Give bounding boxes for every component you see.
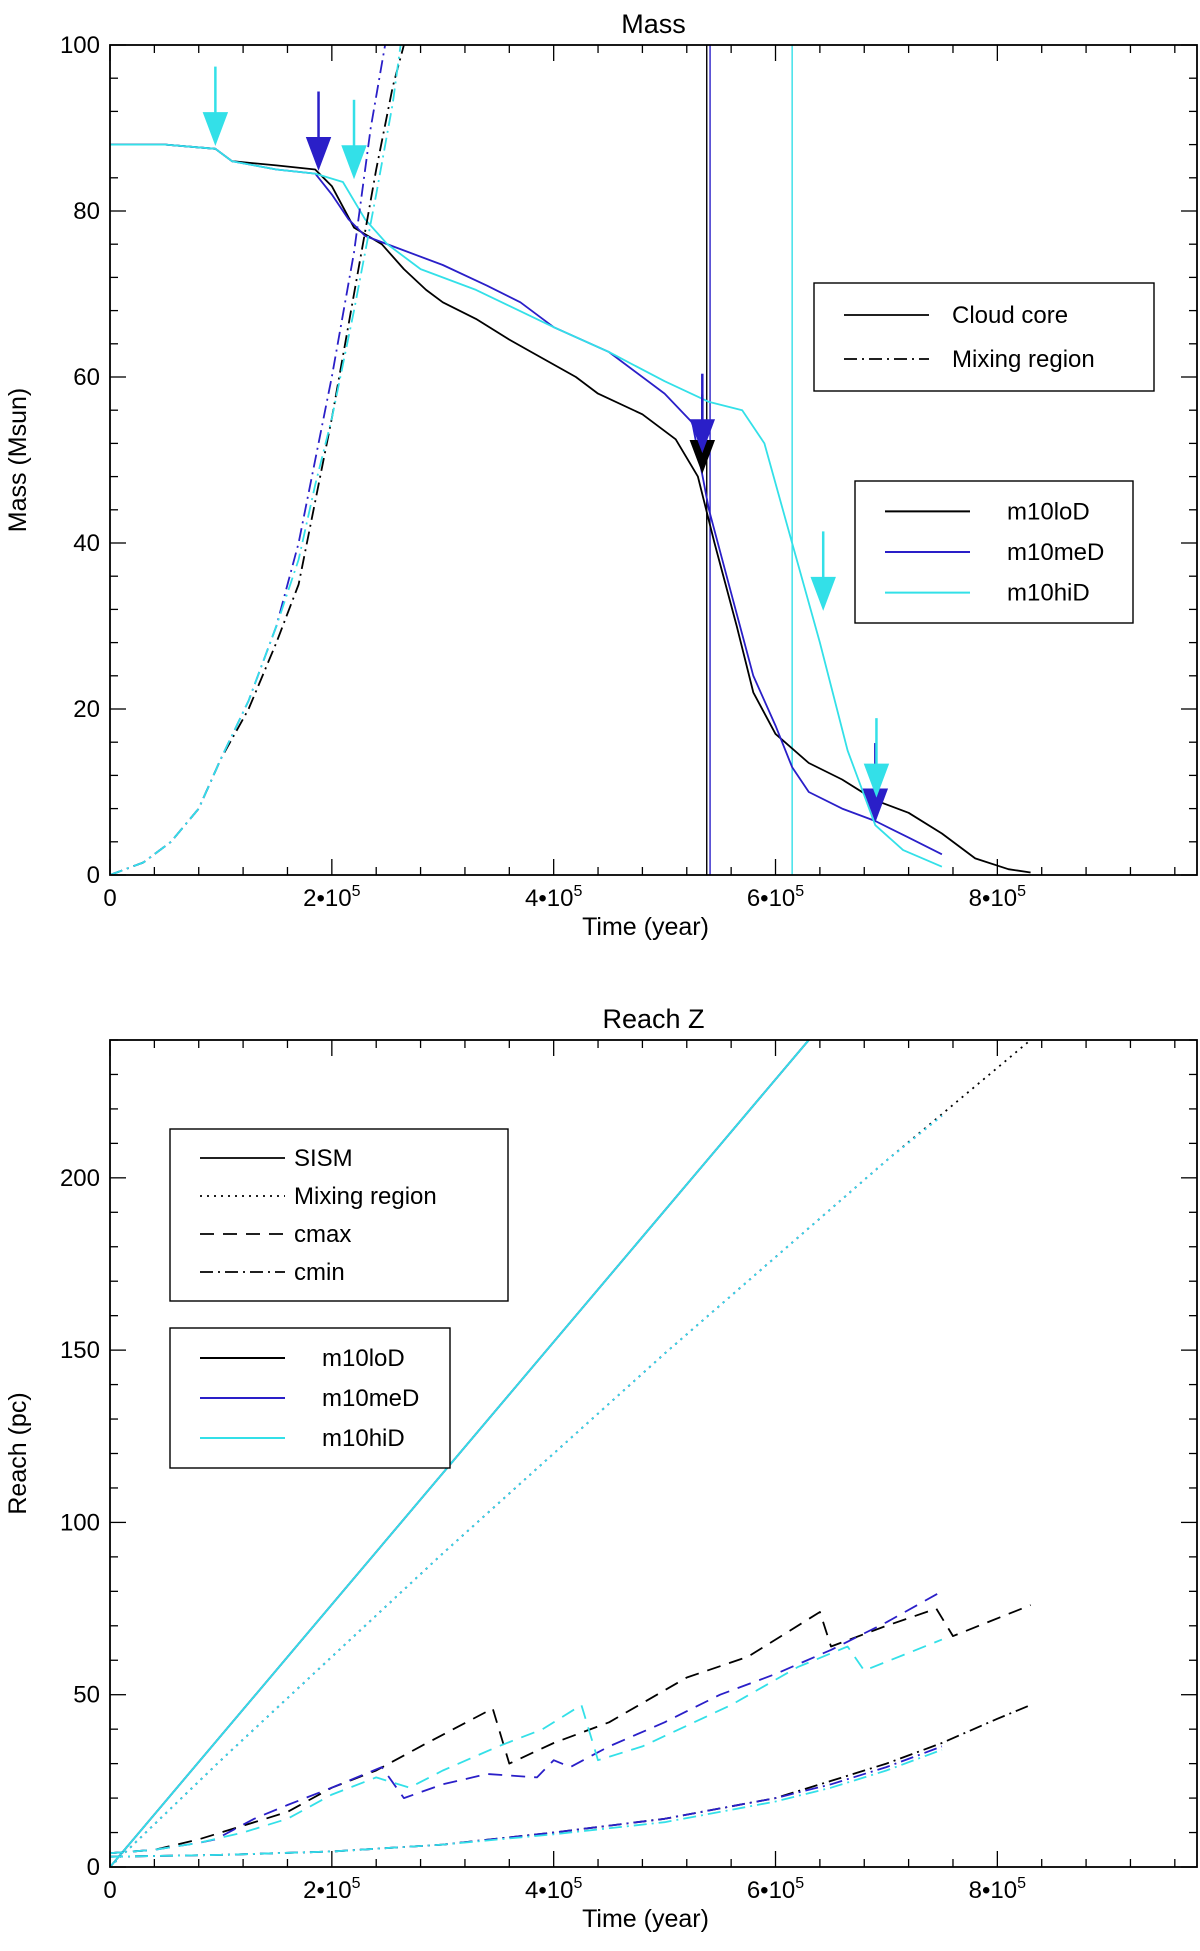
y-tick-label: 150 [60,1337,100,1364]
x-tick-label: 4•105 [525,1875,582,1904]
y-tick-label: 200 [60,1165,100,1192]
series-line-m10hiD-cloud-core [110,143,943,868]
reach-plot-frame [109,1039,1198,1868]
legend-label: SISM [294,1145,353,1172]
arrow-head [341,145,367,180]
event-arrow-icon [810,531,836,611]
reach-model-legend: m10loD m10meD m10hiD [169,1327,451,1469]
y-axis-label: Reach (pc) [4,1392,32,1514]
legend-label: Mixing region [952,346,1095,373]
reach-style-legend: SISM Mixing region cmax cmin [169,1128,509,1302]
legend-label: cmin [294,1259,345,1286]
x-tick-label: 6•105 [747,883,804,912]
arrow-head [689,419,716,454]
x-axis-label: Time (year) [582,1905,709,1933]
legend-box [813,282,1155,392]
y-tick-label: 0 [87,1854,100,1881]
mass-style-legend: Cloud core Mixing region [813,282,1155,392]
event-arrow-icon [305,91,332,171]
y-tick-label: 20 [73,696,100,723]
event-arrow-icon [689,373,716,454]
mass-panel: Mass 0 2•105 4•105 6•105 8•105 0 20 40 60 80 100 Tim… [4,9,1198,941]
arrow-head [202,112,229,147]
y-tick-label: 0 [87,862,100,889]
y-tick-label: 50 [73,1682,100,1709]
x-tick-label: 4•105 [525,883,582,912]
legend-label: Mixing region [294,1183,437,1210]
y-tick-label: 100 [60,1509,100,1536]
event-arrow-icon [202,66,229,147]
series-line-m10hiD-mixing-region [110,45,402,875]
series-line-m10loD-cmax [110,1604,1031,1855]
chart-title: Mass [621,9,686,39]
series-line-m10hiD-cmax [110,1638,943,1855]
series-line-m10meD-cmax [110,1590,943,1855]
x-tick-label: 8•105 [969,883,1026,912]
y-axis-label: Mass (Msun) [4,388,32,532]
legend-label: cmax [294,1221,351,1248]
legend-label: m10meD [1007,539,1104,566]
y-tick-label: 40 [73,530,100,557]
reach-ticks [109,1039,1197,1868]
legend-label: m10meD [322,1385,419,1412]
x-tick-label: 0 [103,885,116,912]
y-tick-label: 60 [73,364,100,391]
legend-label: m10loD [322,1345,405,1372]
mass-data-area [110,45,1031,875]
reach-z-panel: Reach Z 0 2•105 4•105 6•105 8•105 0 50 100 150 200… [4,1004,1198,1933]
x-tick-label: 2•105 [303,1875,360,1904]
x-tick-label: 8•105 [969,1875,1026,1904]
event-arrow-icon [341,99,367,180]
mass-plot-frame [109,44,1198,876]
chart-title: Reach Z [602,1004,704,1034]
mass-ticks [109,44,1197,876]
mass-model-legend: m10loD m10meD m10hiD [854,480,1134,624]
y-tick-label: 80 [73,198,100,225]
x-axis-label: Time (year) [582,913,709,941]
reach-data-area [110,1040,1032,1867]
event-arrow-icon [863,718,890,798]
x-tick-label: 2•105 [303,883,360,912]
y-tick-label: 100 [60,32,100,59]
legend-label: m10hiD [322,1425,405,1452]
series-line-m10hiD-sism [110,1040,810,1867]
series-line-m10hiD-cmin [110,1748,943,1858]
x-tick-label: 6•105 [747,1875,804,1904]
arrow-head [305,137,332,171]
series-line-m10hiD-mixing-region [110,1115,943,1867]
legend-label: Cloud core [952,302,1068,329]
legend-label: m10loD [1007,498,1090,525]
x-tick-label: 0 [103,1877,116,1904]
legend-label: m10hiD [1007,580,1090,607]
arrow-head [863,763,890,798]
arrow-head [810,576,836,611]
